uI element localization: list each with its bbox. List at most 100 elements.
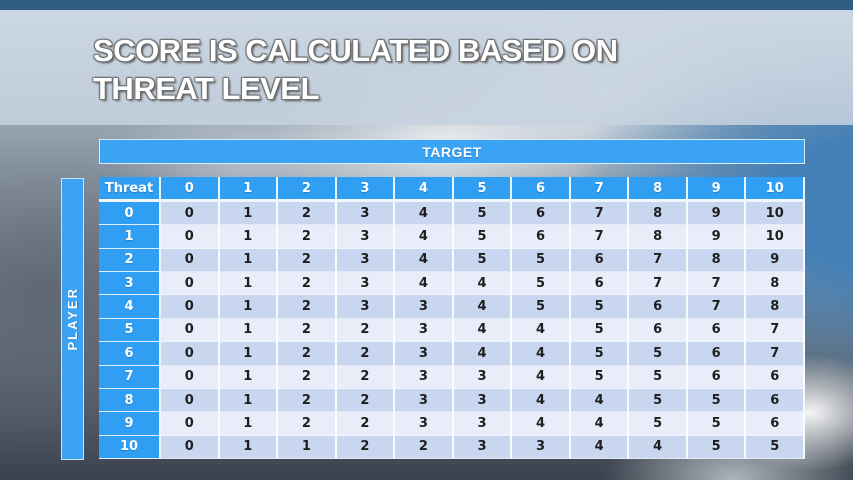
table-cell: 6 [570, 248, 630, 273]
table-cell: 5 [570, 295, 630, 319]
table-cell: 8 [687, 248, 747, 273]
table-cell: 3 [453, 435, 513, 459]
row-header: 5 [99, 318, 161, 343]
row-header: 7 [99, 365, 161, 389]
table-cell: 2 [278, 388, 337, 413]
table-cell: 1 [219, 272, 279, 296]
table-cell: 5 [453, 202, 513, 226]
table-cell: 2 [336, 412, 396, 436]
table-cell: 5 [453, 248, 513, 273]
table-cell: 5 [570, 365, 630, 389]
table-cell: 4 [512, 412, 571, 436]
corner-header-threat: Threat [99, 177, 161, 202]
table-cell: 3 [395, 412, 454, 436]
column-header: 4 [395, 177, 454, 202]
table-cell: 6 [629, 318, 688, 343]
top-strip [0, 0, 853, 10]
table-cell: 9 [687, 202, 747, 226]
column-header: 7 [570, 177, 630, 202]
table-cell: 6 [687, 342, 747, 366]
table-cell: 5 [570, 342, 630, 366]
score-table: Threat 0 1 2 3 4 5 6 7 8 9 10 0 0 1 2 3 4 5 6 7 8 9 10 1 0 1 2 3 4 5 6 7… [99, 177, 805, 459]
column-header: 2 [278, 177, 337, 202]
column-header: 5 [453, 177, 513, 202]
table-cell: 3 [512, 435, 571, 459]
table-cell: 3 [395, 342, 454, 366]
table-cell: 7 [570, 202, 630, 226]
column-header: 3 [336, 177, 396, 202]
table-cell: 6 [687, 365, 747, 389]
table-cell: 6 [746, 388, 805, 413]
table-cell: 3 [395, 388, 454, 413]
table-cell: 8 [746, 272, 805, 296]
table-cell: 5 [746, 435, 805, 459]
table-cell: 4 [395, 248, 454, 273]
table-cell: 3 [336, 295, 396, 319]
target-label: TARGET [422, 143, 482, 160]
table-cell: 3 [336, 202, 396, 226]
table-cell: 3 [453, 365, 513, 389]
table-cell: 5 [629, 342, 688, 366]
table-cell: 4 [629, 435, 688, 459]
table-cell: 5 [629, 365, 688, 389]
column-header: 0 [161, 177, 220, 202]
table-cell: 4 [570, 435, 630, 459]
table-cell: 0 [161, 342, 220, 366]
table-cell: 2 [278, 202, 337, 226]
table-cell: 7 [629, 272, 688, 296]
column-header: 10 [746, 177, 805, 202]
table-cell: 1 [219, 318, 279, 343]
table-cell: 0 [161, 202, 220, 226]
table-cell: 4 [570, 388, 630, 413]
table-cell: 3 [336, 248, 396, 273]
table-cell: 0 [161, 388, 220, 413]
table-cell: 4 [570, 412, 630, 436]
table-cell: 0 [161, 248, 220, 273]
player-label: PLAYER [65, 287, 80, 351]
table-cell: 5 [629, 412, 688, 436]
table-cell: 4 [512, 342, 571, 366]
table-cell: 1 [219, 342, 279, 366]
table-cell: 3 [453, 388, 513, 413]
table-cell: 7 [746, 342, 805, 366]
table-cell: 4 [453, 342, 513, 366]
table-cell: 6 [687, 318, 747, 343]
table-cell: 4 [512, 365, 571, 389]
table-cell: 2 [278, 318, 337, 343]
table-cell: 2 [278, 365, 337, 389]
table-cell: 1 [278, 435, 337, 459]
table-cell: 2 [278, 225, 337, 249]
row-header: 2 [99, 248, 161, 273]
table-cell: 4 [395, 225, 454, 249]
row-header: 8 [99, 388, 161, 413]
table-cell: 10 [746, 202, 805, 226]
row-header: 0 [99, 202, 161, 226]
table-cell: 1 [219, 202, 279, 226]
table-cell: 7 [746, 318, 805, 343]
table-cell: 4 [395, 202, 454, 226]
table-cell: 0 [161, 365, 220, 389]
table-cell: 8 [629, 225, 688, 249]
table-cell: 1 [219, 248, 279, 273]
table-cell: 4 [453, 272, 513, 296]
table-cell: 3 [395, 365, 454, 389]
table-cell: 5 [570, 318, 630, 343]
row-header: 10 [99, 435, 161, 459]
table-cell: 1 [219, 435, 279, 459]
row-header: 4 [99, 295, 161, 319]
table-cell: 7 [687, 295, 747, 319]
table-cell: 7 [570, 225, 630, 249]
table-cell: 4 [453, 318, 513, 343]
table-cell: 3 [336, 225, 396, 249]
table-cell: 5 [629, 388, 688, 413]
title-line-2: THREAT LEVEL [93, 71, 319, 106]
table-cell: 0 [161, 295, 220, 319]
table-cell: 3 [453, 412, 513, 436]
table-cell: 1 [219, 388, 279, 413]
table-cell: 1 [219, 295, 279, 319]
table-cell: 1 [219, 365, 279, 389]
table-cell: 3 [336, 272, 396, 296]
table-cell: 2 [336, 365, 396, 389]
column-header: 1 [219, 177, 279, 202]
